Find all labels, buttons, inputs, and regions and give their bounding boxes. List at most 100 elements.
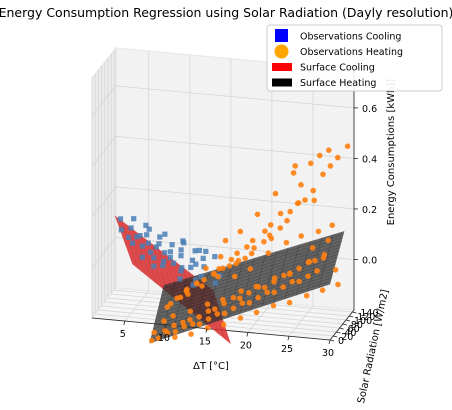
heating-point — [230, 294, 237, 301]
x-tick-mark — [123, 320, 126, 326]
heating-point — [262, 228, 268, 234]
x-tick-label: 25 — [281, 344, 293, 355]
heating-point — [247, 266, 254, 272]
heating-point — [231, 273, 238, 280]
heating-point — [277, 210, 284, 217]
y-grid-line — [101, 66, 340, 329]
axes-edges — [91, 70, 355, 341]
heating-point — [172, 328, 179, 335]
heating-point — [290, 170, 297, 176]
legend-label: Observations Cooling — [300, 32, 401, 43]
heating-point — [174, 295, 180, 302]
heating-point — [303, 292, 310, 299]
heating-point — [292, 163, 299, 169]
heating-point — [289, 278, 296, 285]
y-tick-mark — [349, 315, 354, 318]
heating-point — [298, 233, 305, 239]
heating-point — [314, 268, 320, 274]
cooling-point — [169, 242, 175, 248]
legend-label: Surface Cooling — [300, 63, 375, 74]
cooling-point — [157, 234, 163, 240]
cooling-point — [156, 241, 162, 247]
cooling-point — [179, 265, 185, 271]
heating-point — [335, 154, 341, 161]
heating-point — [204, 301, 211, 308]
heating-point — [220, 321, 227, 328]
cooling-point — [126, 234, 132, 240]
heating-point — [228, 256, 235, 263]
cooling-point — [134, 234, 140, 240]
heating-point — [237, 315, 244, 321]
y-tick-mark — [352, 311, 357, 314]
heating-point — [335, 281, 341, 288]
surface-mesh-line — [160, 244, 341, 300]
cooling-point — [128, 225, 134, 231]
cooling-point — [143, 222, 149, 228]
cooling-point — [180, 238, 186, 244]
heating-point — [296, 265, 302, 272]
y-tick-label: 120 — [357, 312, 375, 323]
heating-point — [265, 250, 272, 256]
heating-point — [246, 290, 252, 296]
heating-point — [305, 259, 312, 266]
cooling-point — [178, 253, 184, 259]
heating-point — [203, 265, 209, 272]
surface-mesh-line — [262, 251, 277, 307]
heating-point — [211, 270, 217, 277]
heating-point — [298, 182, 304, 188]
cooling-point — [162, 250, 168, 256]
heating-point — [277, 225, 284, 231]
heating-point — [248, 250, 255, 257]
y-grid-line — [94, 74, 334, 337]
heating-point — [205, 308, 212, 314]
heating-point — [199, 283, 205, 289]
cooling-point — [196, 247, 202, 253]
heating-point — [220, 265, 226, 272]
x-grid-line — [288, 66, 314, 337]
z-grid-line — [91, 186, 355, 218]
heating-point — [319, 287, 326, 294]
heating-point — [261, 238, 267, 245]
heating-point — [180, 319, 186, 326]
heating-point — [271, 275, 278, 281]
cooling-point — [139, 243, 145, 249]
cooling-point — [188, 264, 194, 270]
x-tick-mark — [287, 336, 290, 341]
cooling-point — [178, 268, 184, 274]
cooling-point — [145, 240, 151, 246]
heating-point — [214, 311, 221, 317]
heating-point — [332, 267, 339, 273]
cooling-point — [137, 233, 143, 239]
cooling-point — [131, 216, 137, 222]
x-tick-mark — [164, 324, 167, 329]
heating-point — [294, 200, 301, 207]
heating-point — [190, 321, 196, 327]
surface-mesh-line — [296, 241, 311, 296]
heating-point — [204, 325, 211, 331]
cooling-point — [130, 240, 136, 246]
heating-point — [320, 171, 326, 178]
heating-point — [310, 187, 317, 194]
left-pane — [91, 46, 117, 320]
heating-point — [234, 250, 240, 256]
heating-point — [320, 255, 327, 261]
legend-rect-marker — [272, 78, 292, 87]
cooling-point — [198, 273, 204, 279]
x-axis-line — [91, 317, 331, 341]
heating-point — [264, 289, 271, 296]
heating-point — [215, 273, 221, 280]
z-tick-label: 0.4 — [362, 154, 377, 165]
cooling-point — [171, 260, 177, 266]
y-tick-label: 100 — [354, 316, 372, 327]
cooling-point — [178, 247, 184, 253]
heating-point — [309, 245, 316, 251]
y-axis-label: Solar Radiation [W/m2] — [356, 288, 391, 404]
heating-point — [151, 329, 157, 336]
heating-point — [268, 235, 275, 242]
legend-rect-marker — [272, 63, 292, 71]
heating-point — [271, 289, 278, 296]
heating-point — [312, 257, 318, 264]
heating-point — [317, 152, 323, 159]
heating-point — [220, 296, 226, 303]
